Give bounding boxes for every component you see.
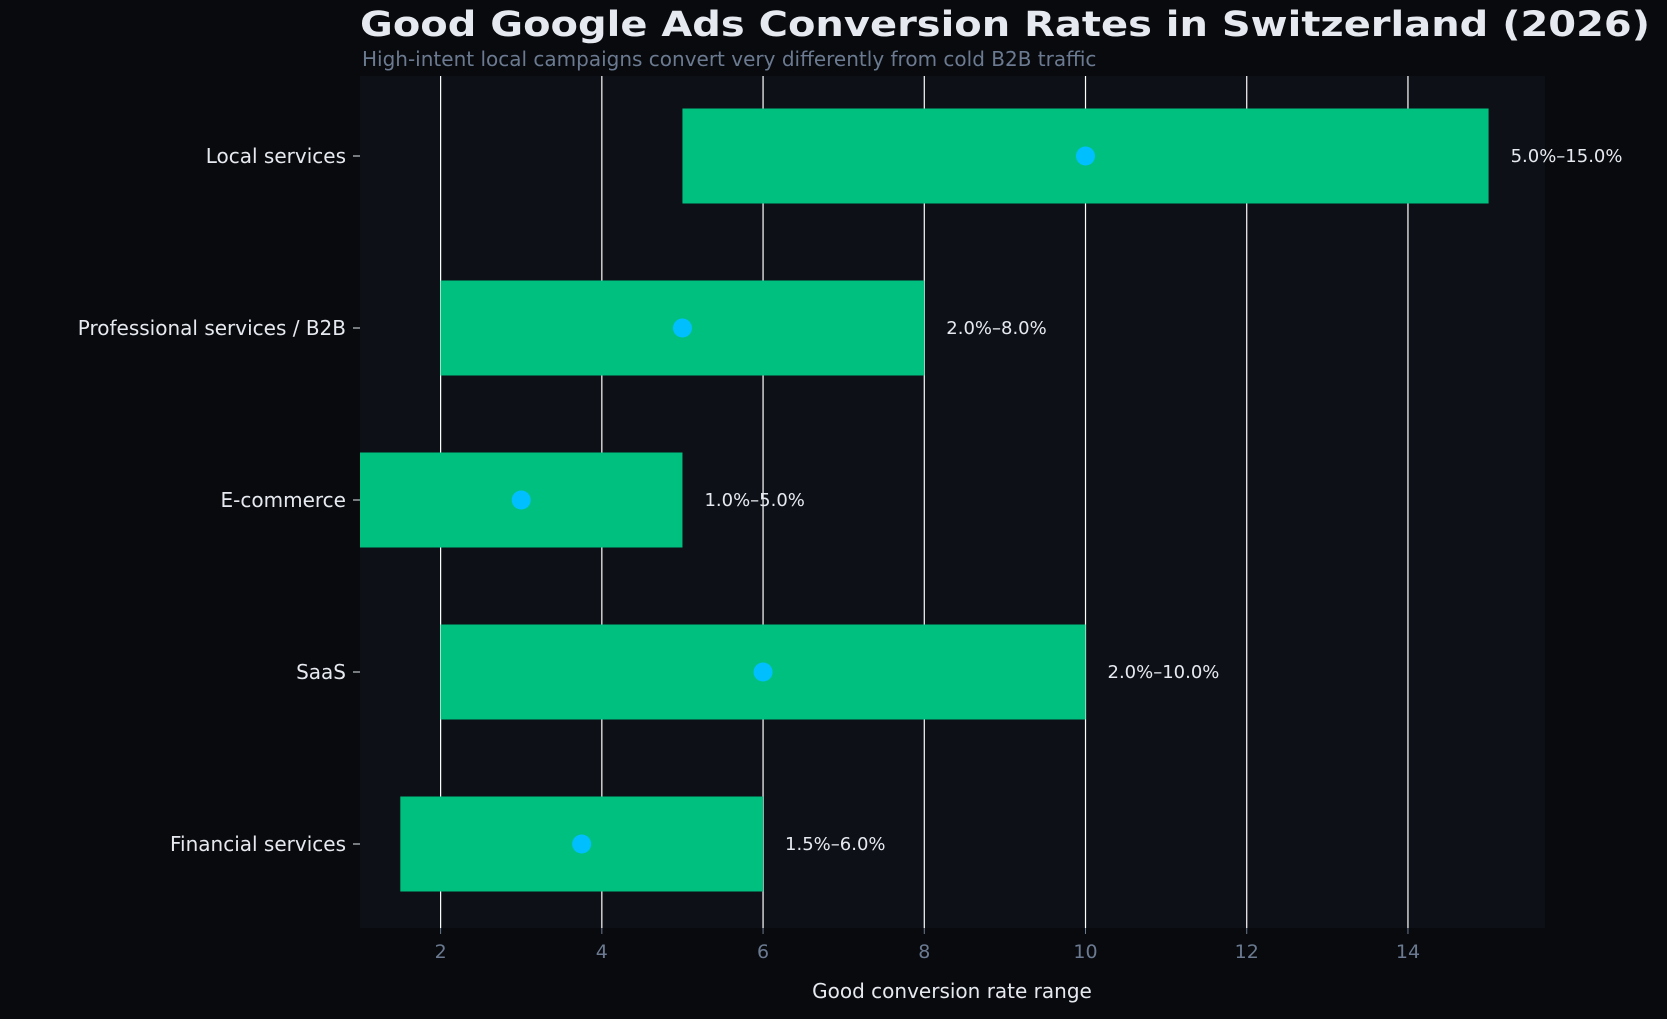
x-tick-label: 10 xyxy=(1073,941,1097,963)
midpoint-marker xyxy=(572,834,592,854)
midpoint-marker xyxy=(672,318,692,338)
x-tick-label: 8 xyxy=(918,941,930,963)
y-tick-label: Local services xyxy=(206,144,346,168)
x-tick-label: 12 xyxy=(1235,941,1259,963)
x-axis-label: Good conversion rate range xyxy=(812,979,1092,1003)
range-label: 5.0%–15.0% xyxy=(1511,146,1623,167)
y-tick-label: E-commerce xyxy=(221,488,346,512)
y-tick-label: Financial services xyxy=(170,832,346,856)
y-tick-label: Professional services / B2B xyxy=(78,316,346,340)
x-tick-label: 2 xyxy=(435,941,447,963)
range-label: 2.0%–8.0% xyxy=(946,318,1046,339)
chart-title: Good Google Ads Conversion Rates in Swit… xyxy=(360,5,1650,45)
midpoint-marker xyxy=(753,662,773,682)
x-tick-label: 4 xyxy=(596,941,608,963)
range-label: 1.5%–6.0% xyxy=(785,834,885,855)
chart-subtitle: High-intent local campaigns convert very… xyxy=(362,47,1096,71)
x-tick-label: 14 xyxy=(1396,941,1420,963)
midpoint-marker xyxy=(1076,146,1096,166)
range-label: 1.0%–5.0% xyxy=(704,490,804,511)
x-tick-label: 6 xyxy=(757,941,769,963)
y-tick-label: SaaS xyxy=(296,660,346,684)
range-label: 2.0%–10.0% xyxy=(1108,662,1220,683)
midpoint-marker xyxy=(511,490,531,510)
